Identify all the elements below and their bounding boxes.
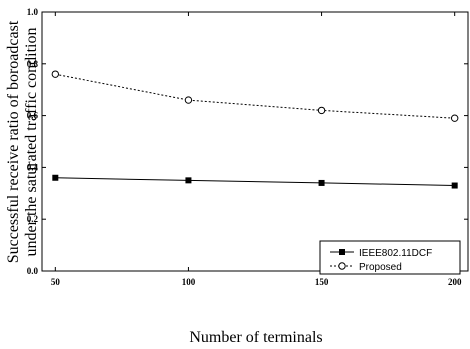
legend-marker-ieee [339, 249, 345, 255]
data-point-1 [317, 106, 326, 115]
y-axis-ticks: 0.0 0.2 0.4 0.6 0.8 1.0 [27, 7, 468, 276]
y-axis-title-line-1: Successful receive ratio of boroadcast [5, 20, 22, 263]
y-tick-label: 1.0 [27, 7, 39, 17]
plot-area [41, 11, 469, 272]
y-tick-label: 0.2 [27, 214, 39, 224]
y-tick-label: 0.8 [27, 59, 39, 69]
data-point-1 [51, 70, 60, 78]
data-point-1 [184, 96, 193, 104]
data-point-0 [52, 174, 59, 181]
x-tick-label: 50 [51, 277, 61, 287]
y-tick-label: 0.0 [27, 266, 39, 276]
legend-label-proposed: Proposed [359, 262, 402, 273]
series-line-0 [55, 177, 455, 186]
x-tick-label: 100 [182, 277, 196, 287]
y-tick-label: 0.6 [27, 111, 39, 121]
legend-marker-proposed [338, 262, 346, 270]
x-axis-title: Number of terminals [189, 329, 322, 346]
series-layer [51, 70, 459, 189]
y-tick-label: 0.4 [27, 162, 39, 172]
x-tick-label: 200 [448, 277, 462, 287]
y-axis-title-line-2: under the saturated traffic condition [23, 28, 40, 257]
data-point-0 [451, 182, 458, 189]
x-tick-label: 150 [315, 277, 329, 287]
data-point-0 [318, 179, 325, 186]
legend: IEEE802.11DCF Proposed [319, 240, 461, 275]
data-point-1 [450, 114, 459, 122]
legend-label-ieee: IEEE802.11DCF [359, 248, 432, 259]
data-point-0 [185, 177, 192, 184]
